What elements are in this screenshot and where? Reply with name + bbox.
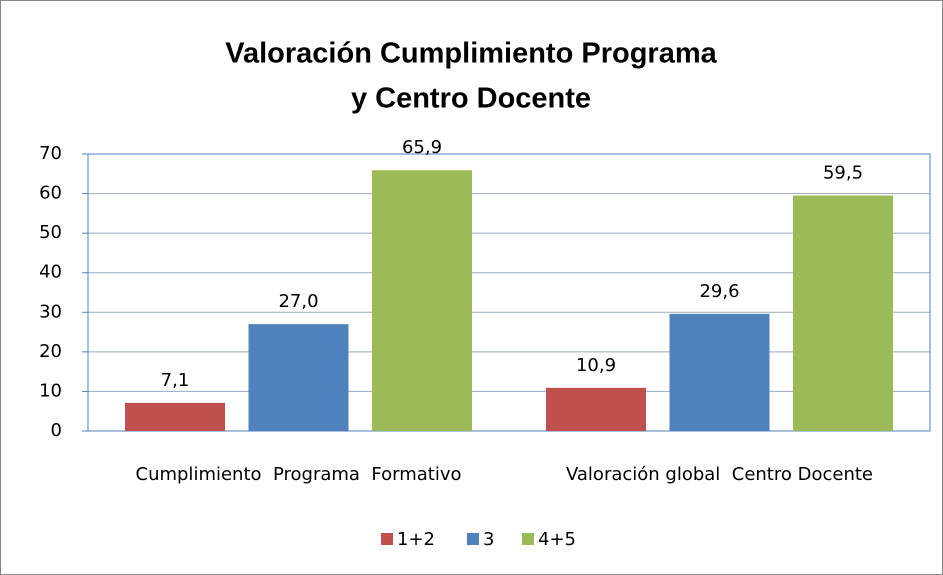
legend-label: 3 [483, 529, 494, 550]
legend-swatch [522, 533, 534, 545]
y-tick-label: 40 [39, 262, 62, 283]
data-label: 65,9 [402, 137, 442, 158]
data-label: 10,9 [576, 355, 616, 376]
bar [546, 387, 646, 431]
y-tick-label: 0 [51, 420, 62, 441]
y-tick-label: 20 [39, 341, 62, 362]
legend-swatch [381, 533, 393, 545]
bar [248, 324, 349, 431]
data-label: 59,5 [823, 163, 863, 184]
chart-title: Valoración Cumplimiento Programa [225, 38, 717, 70]
legend-swatch [467, 533, 479, 545]
bar [669, 313, 770, 431]
y-tick-label: 70 [39, 143, 62, 164]
y-tick-label: 50 [39, 222, 62, 243]
x-tick-label: Cumplimiento Programa Formativo [136, 464, 462, 485]
data-label: 27,0 [278, 291, 318, 312]
x-tick-label: Valoración global Centro Docente [566, 464, 873, 485]
bar [372, 170, 472, 431]
bar [125, 402, 225, 431]
data-label: 7,1 [161, 370, 190, 391]
y-tick-label: 10 [39, 380, 62, 401]
plot-border [87, 153, 931, 432]
legend-label: 1+2 [397, 529, 435, 550]
chart-title: y Centro Docente [351, 83, 591, 115]
y-tick-label: 30 [39, 301, 62, 322]
legend-label: 4+5 [538, 529, 576, 550]
bar [793, 195, 893, 431]
data-label: 29,6 [699, 281, 739, 302]
y-tick-label: 60 [39, 183, 62, 204]
